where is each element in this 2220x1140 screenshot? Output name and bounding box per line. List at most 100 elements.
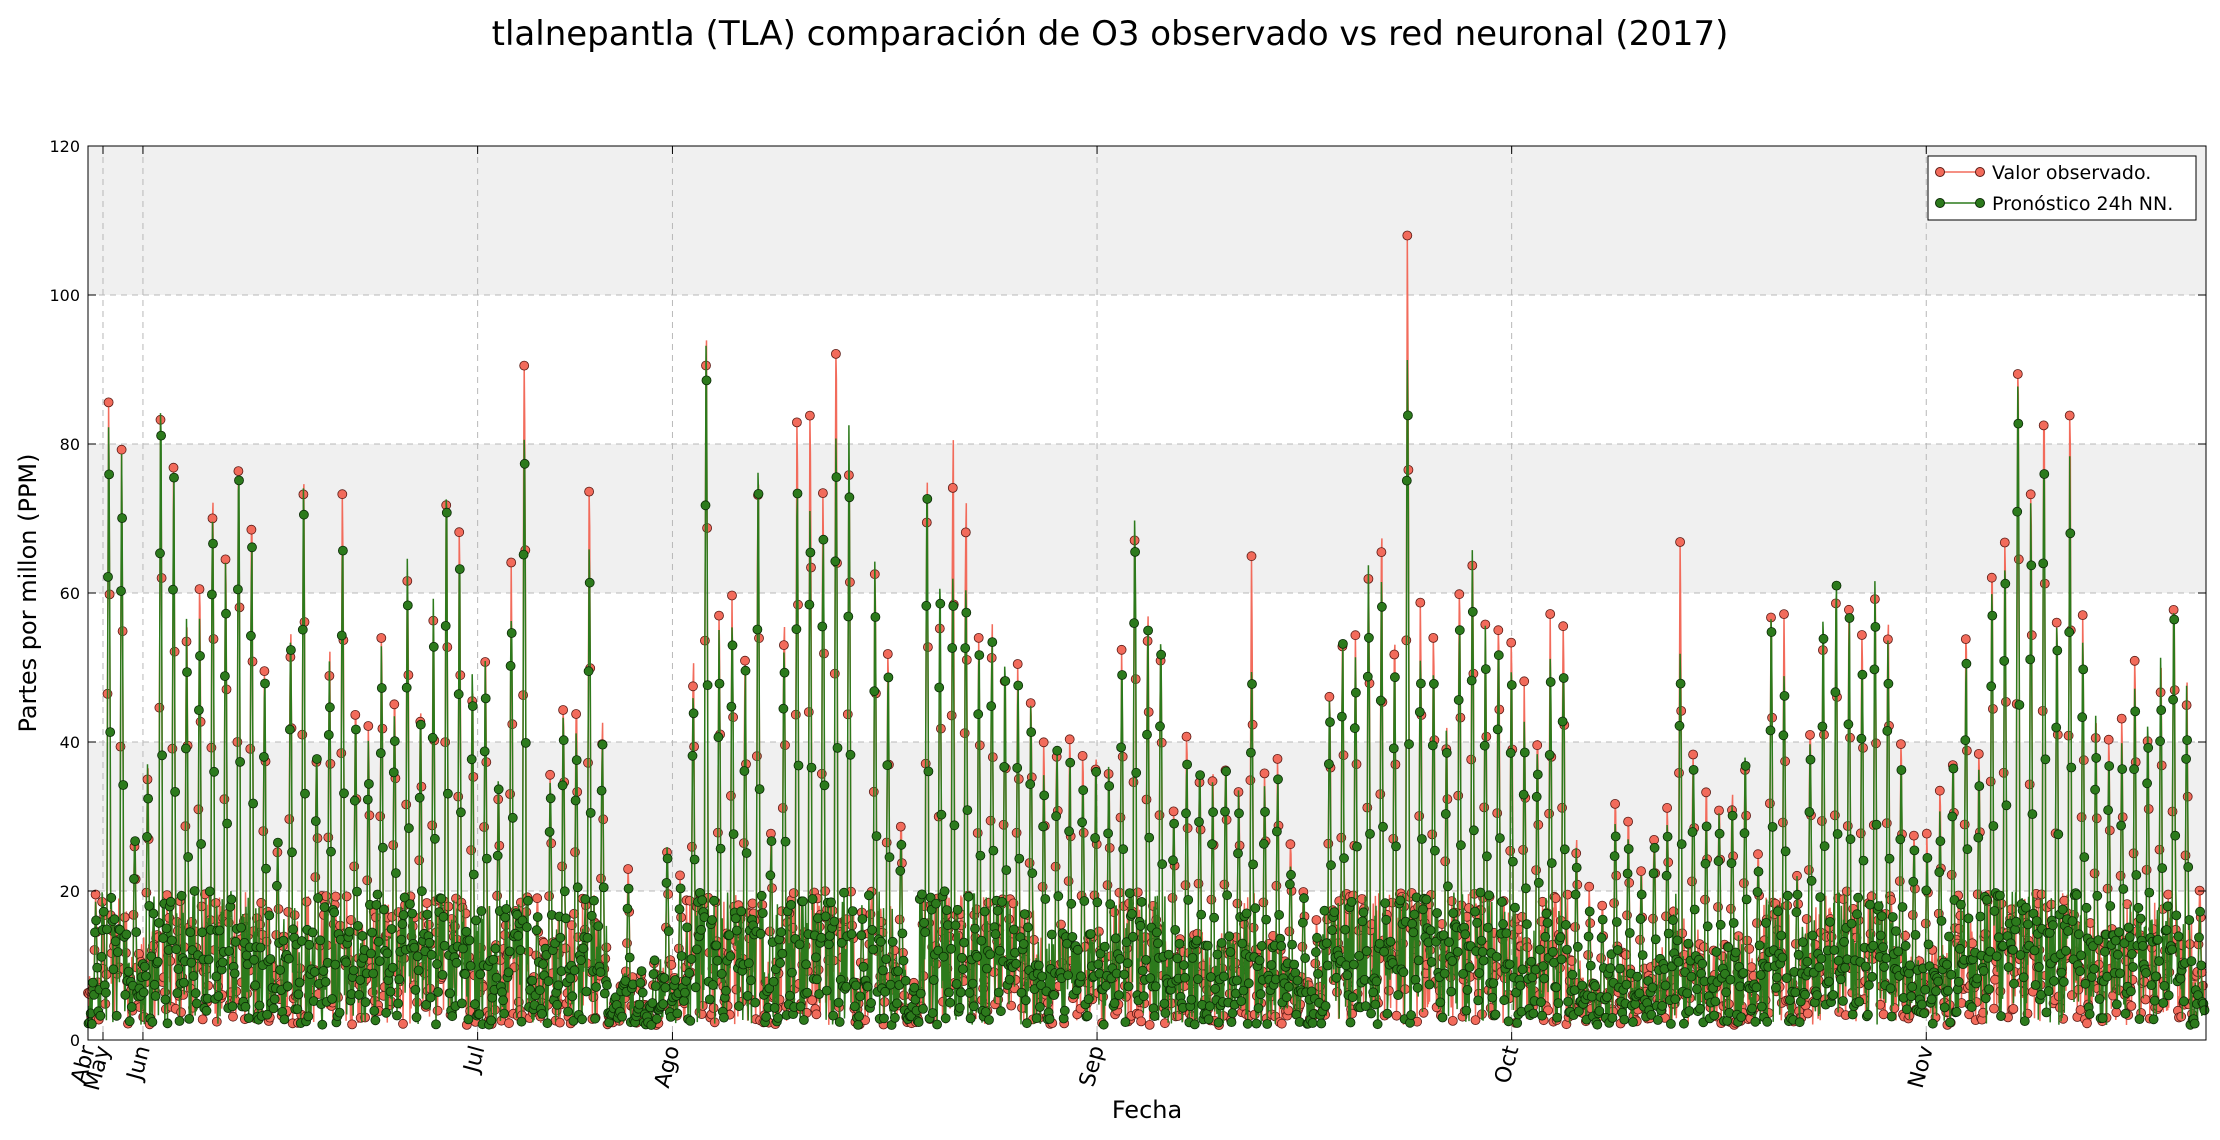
data-point — [402, 600, 413, 611]
data-point — [1649, 842, 1660, 853]
data-point — [1130, 547, 1140, 557]
data-point — [1012, 659, 1023, 669]
data-point — [972, 952, 982, 962]
data-point — [1421, 894, 1432, 905]
data-point — [311, 754, 322, 764]
data-point — [2163, 990, 2174, 1001]
data-point — [1128, 931, 1138, 942]
data-point — [792, 488, 803, 499]
data-point — [941, 905, 952, 915]
data-point — [2034, 962, 2044, 972]
data-point — [413, 965, 424, 976]
data-point — [531, 925, 542, 936]
data-point — [740, 655, 750, 666]
data-point — [1307, 1018, 1318, 1028]
data-point — [372, 889, 383, 900]
data-point — [1372, 1019, 1383, 1030]
data-point — [591, 982, 601, 992]
data-point — [1117, 670, 1127, 680]
data-point — [650, 981, 661, 991]
data-point — [1528, 1008, 1539, 1019]
data-point — [812, 974, 822, 985]
data-point — [519, 360, 530, 371]
data-point — [1801, 914, 1812, 924]
data-point — [1752, 887, 1763, 897]
data-point — [1552, 1012, 1563, 1023]
data-point — [1122, 958, 1133, 969]
data-point — [1338, 639, 1348, 649]
data-point — [750, 997, 761, 1008]
data-point — [432, 1005, 443, 1016]
data-point — [1182, 759, 1192, 770]
data-point — [2161, 925, 2172, 935]
data-point — [1585, 960, 1596, 971]
data-point — [1022, 1018, 1032, 1029]
data-point — [1202, 940, 1213, 951]
data-point — [1403, 410, 1413, 421]
data-point — [637, 987, 648, 998]
data-point — [2149, 995, 2160, 1006]
data-point — [1730, 947, 1741, 958]
data-point — [110, 936, 121, 947]
data-point — [675, 870, 685, 881]
data-point — [232, 584, 243, 595]
data-point — [1206, 972, 1216, 982]
data-point — [885, 979, 896, 990]
data-point — [1137, 965, 1148, 976]
data-point — [1324, 691, 1335, 702]
data-point — [701, 375, 712, 386]
chart-title: tlalnepantla (TLA) comparación de O3 obs… — [491, 14, 1729, 54]
data-point — [714, 678, 725, 689]
data-point — [1921, 885, 1932, 896]
data-point — [1273, 774, 1283, 785]
data-point — [583, 666, 594, 677]
data-point — [103, 397, 114, 408]
data-point — [1424, 979, 1435, 990]
data-point — [197, 1014, 208, 1025]
data-point — [1670, 994, 1681, 1005]
data-point — [1049, 990, 1059, 1000]
data-point — [1537, 896, 1548, 907]
data-point — [1358, 907, 1369, 918]
data-point — [438, 911, 449, 922]
data-point — [755, 928, 766, 939]
data-point — [1123, 981, 1134, 992]
data-point — [563, 1006, 573, 1017]
data-point — [869, 686, 880, 697]
data-point — [553, 980, 564, 991]
data-point — [1594, 1006, 1605, 1016]
data-point — [897, 928, 908, 939]
data-point — [1371, 976, 1382, 987]
data-point — [425, 992, 436, 1003]
data-point — [2163, 889, 2174, 900]
data-point — [329, 907, 340, 918]
data-point — [581, 986, 592, 997]
data-point — [385, 986, 396, 997]
data-point — [817, 621, 828, 632]
data-point — [1331, 972, 1342, 983]
data-point — [411, 1012, 422, 1023]
data-point — [254, 1000, 265, 1011]
data-point — [1684, 1006, 1695, 1016]
data-point — [1867, 971, 1878, 982]
data-point — [1612, 945, 1623, 955]
data-point — [678, 996, 689, 1006]
data-point — [1666, 1019, 1676, 1029]
data-point — [773, 1013, 783, 1023]
data-point — [947, 482, 958, 493]
data-point — [1320, 1001, 1331, 1011]
data-point — [1610, 799, 1620, 809]
data-point — [2060, 945, 2071, 956]
data-point — [1939, 1002, 1950, 1013]
data-point — [169, 472, 179, 483]
data-point — [1792, 889, 1803, 900]
data-point — [1375, 695, 1386, 706]
data-point — [1532, 769, 1543, 780]
data-point — [513, 930, 524, 941]
data-point — [1815, 892, 1826, 902]
data-point — [780, 836, 791, 847]
data-point — [373, 936, 384, 947]
data-point — [2196, 960, 2207, 971]
data-point — [857, 914, 868, 924]
data-point — [1104, 781, 1115, 791]
